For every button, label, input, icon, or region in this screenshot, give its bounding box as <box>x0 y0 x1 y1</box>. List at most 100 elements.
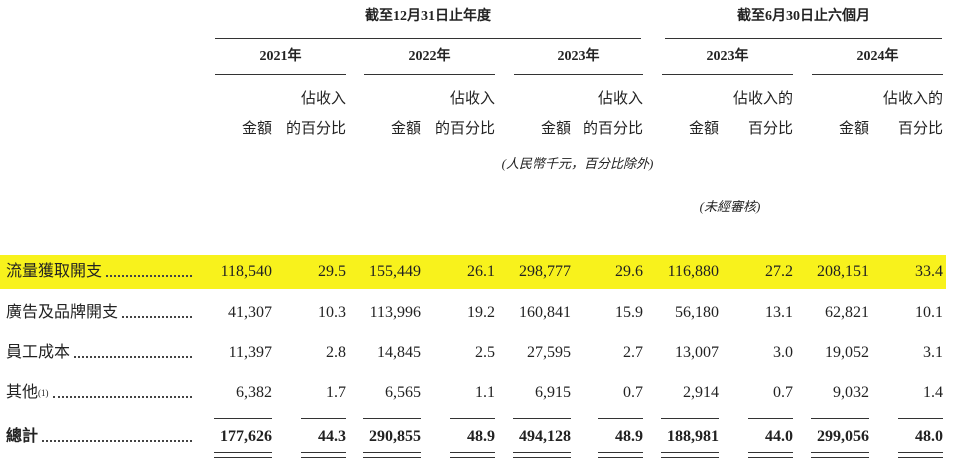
cell: 2,914 <box>683 384 719 401</box>
total-rule <box>513 452 571 453</box>
year-rule <box>662 74 793 75</box>
cell: 44.0 <box>765 428 793 445</box>
column-header: 佔收入 <box>300 91 346 107</box>
cell: 9,032 <box>833 384 869 401</box>
total-rule <box>598 452 643 453</box>
total-rule <box>598 457 643 458</box>
total-rule <box>214 457 272 458</box>
subtotal-rule <box>661 418 719 419</box>
cell: 3.0 <box>773 344 793 361</box>
cell: 1.1 <box>475 384 495 401</box>
total-rule <box>898 457 943 458</box>
column-header: 佔收入的 <box>732 91 793 107</box>
total-rule <box>363 457 421 458</box>
row-label: 總計 <box>6 428 196 446</box>
cell: 13.1 <box>765 304 793 321</box>
total-rule <box>661 457 719 458</box>
subtotal-rule <box>214 418 272 419</box>
cell: 1.7 <box>326 384 346 401</box>
column-header: 金額 <box>390 121 421 137</box>
footnote-mark: (1) <box>38 388 49 398</box>
subtotal-rule <box>598 418 643 419</box>
cell: 48.9 <box>615 428 643 445</box>
cell: 26.1 <box>467 263 495 280</box>
cell: 6,915 <box>535 384 571 401</box>
year-rule <box>215 74 346 75</box>
total-rule <box>748 452 793 453</box>
total-rule <box>301 452 346 453</box>
leader-dots <box>52 396 192 398</box>
subtotal-rule <box>898 418 943 419</box>
cell: 494,128 <box>519 428 571 445</box>
cell: 298,777 <box>519 263 571 280</box>
total-rule <box>363 452 421 453</box>
cell: 11,397 <box>228 344 272 361</box>
cell: 6,565 <box>385 384 421 401</box>
total-rule <box>811 457 869 458</box>
cell: 6,382 <box>236 384 272 401</box>
subtotal-rule <box>450 418 495 419</box>
subtotal-rule <box>513 418 571 419</box>
year-rule <box>812 74 943 75</box>
year-header: 2024年 <box>856 49 899 64</box>
leader-dots <box>122 316 192 318</box>
cell: 290,855 <box>369 428 421 445</box>
leader-dots <box>74 356 192 358</box>
total-rule <box>301 457 346 458</box>
label-text: 總計 <box>6 428 39 445</box>
column-header: 百分比 <box>747 121 793 137</box>
leader-dots <box>106 275 192 277</box>
currency-note: (人民幣千元，百分比除外) <box>501 156 654 171</box>
cell: 10.1 <box>915 304 943 321</box>
column-header: 的百分比 <box>582 121 643 137</box>
column-header: 佔收入 <box>449 91 495 107</box>
year-header: 2023年 <box>557 49 600 64</box>
column-header: 佔收入的 <box>882 91 943 107</box>
cell: 3.1 <box>923 344 943 361</box>
label-text: 員工成本 <box>6 344 71 361</box>
row-label: 廣告及品牌開支 <box>6 304 196 322</box>
cell: 155,449 <box>369 263 421 280</box>
group-rule <box>665 38 942 39</box>
cell: 44.3 <box>318 428 346 445</box>
cell: 15.9 <box>615 304 643 321</box>
subtotal-rule <box>811 418 869 419</box>
cell: 27,595 <box>527 344 571 361</box>
cell: 41,307 <box>228 304 272 321</box>
cell: 2.5 <box>475 344 495 361</box>
total-rule <box>214 452 272 453</box>
subtotal-rule <box>301 418 346 419</box>
row-label: 員工成本 <box>6 344 196 362</box>
cell: 10.3 <box>318 304 346 321</box>
column-header: 佔收入 <box>597 91 643 107</box>
group-header: 截至12月31日止年度 <box>365 9 491 24</box>
subtotal-rule <box>748 418 793 419</box>
cell: 0.7 <box>623 384 643 401</box>
total-rule <box>450 457 495 458</box>
label-text: 流量獲取開支 <box>6 263 103 280</box>
cell: 56,180 <box>675 304 719 321</box>
subtotal-rule <box>363 418 421 419</box>
cell: 14,845 <box>377 344 421 361</box>
cell: 118,540 <box>220 263 272 280</box>
cell: 48.9 <box>467 428 495 445</box>
cell: 299,056 <box>817 428 869 445</box>
total-rule <box>661 452 719 453</box>
cell: 62,821 <box>825 304 869 321</box>
year-header: 2022年 <box>408 49 451 64</box>
cell: 19,052 <box>825 344 869 361</box>
column-header: 金額 <box>540 121 571 137</box>
cell: 177,626 <box>220 428 272 445</box>
cell: 33.4 <box>915 263 943 280</box>
cell: 0.7 <box>773 384 793 401</box>
column-header: 金額 <box>688 121 719 137</box>
column-header: 金額 <box>838 121 869 137</box>
column-header: 金額 <box>241 121 272 137</box>
row-label: 流量獲取開支 <box>6 263 196 281</box>
cell: 29.5 <box>318 263 346 280</box>
cell: 1.4 <box>923 384 943 401</box>
unaudited-note: (未經審核) <box>699 199 761 214</box>
cell: 160,841 <box>519 304 571 321</box>
cell: 188,981 <box>667 428 719 445</box>
